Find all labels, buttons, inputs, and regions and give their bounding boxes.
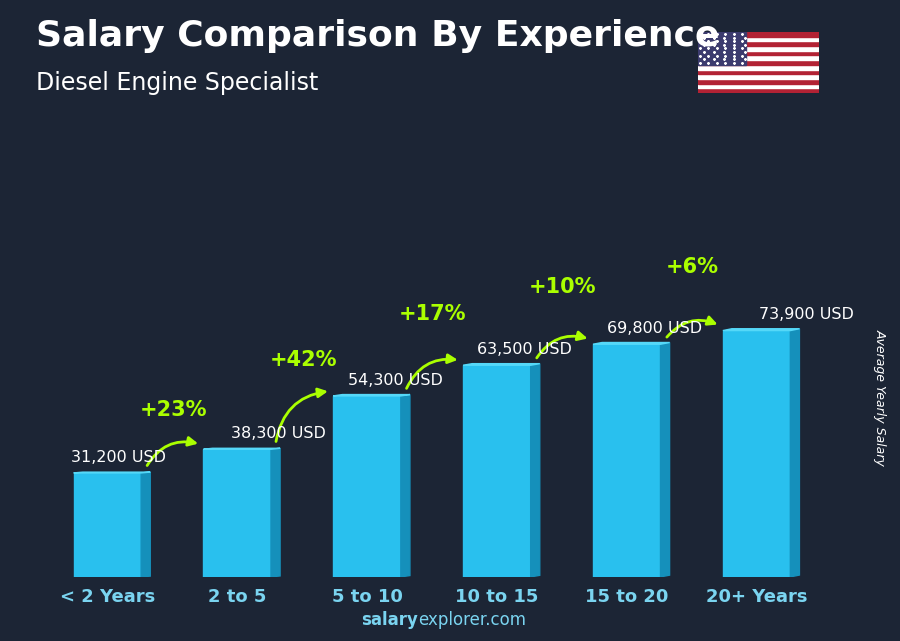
Bar xyxy=(698,79,819,83)
Polygon shape xyxy=(333,395,410,396)
Text: +23%: +23% xyxy=(140,400,207,420)
Polygon shape xyxy=(790,329,799,577)
Bar xyxy=(698,88,819,93)
Polygon shape xyxy=(661,342,670,577)
Text: explorer.com: explorer.com xyxy=(418,611,526,629)
Bar xyxy=(698,32,819,37)
Polygon shape xyxy=(593,342,670,344)
Text: 69,800 USD: 69,800 USD xyxy=(608,321,702,336)
Text: salary: salary xyxy=(362,611,418,629)
Polygon shape xyxy=(271,448,280,577)
Text: 31,200 USD: 31,200 USD xyxy=(71,449,166,465)
Text: Average Yearly Salary: Average Yearly Salary xyxy=(874,329,886,466)
Bar xyxy=(698,60,819,65)
Text: 63,500 USD: 63,500 USD xyxy=(477,342,572,357)
Text: +42%: +42% xyxy=(269,350,337,370)
Bar xyxy=(698,69,819,74)
Bar xyxy=(698,46,819,51)
Text: 73,900 USD: 73,900 USD xyxy=(760,307,854,322)
Polygon shape xyxy=(333,396,400,577)
Polygon shape xyxy=(593,344,661,577)
Polygon shape xyxy=(400,395,410,577)
Polygon shape xyxy=(723,331,790,577)
Bar xyxy=(698,65,819,69)
Bar xyxy=(698,56,819,60)
Text: 38,300 USD: 38,300 USD xyxy=(230,426,326,441)
Bar xyxy=(698,42,819,46)
Polygon shape xyxy=(203,449,271,577)
Bar xyxy=(698,32,746,65)
Polygon shape xyxy=(141,472,150,577)
Polygon shape xyxy=(74,473,141,577)
Text: 54,300 USD: 54,300 USD xyxy=(347,372,443,388)
Polygon shape xyxy=(723,329,799,331)
Polygon shape xyxy=(464,365,531,577)
Bar xyxy=(698,37,819,42)
Text: +17%: +17% xyxy=(400,304,467,324)
Bar xyxy=(698,83,819,88)
Polygon shape xyxy=(203,448,280,449)
Polygon shape xyxy=(531,363,540,577)
Bar xyxy=(698,51,819,56)
Bar xyxy=(698,74,819,79)
Text: Salary Comparison By Experience: Salary Comparison By Experience xyxy=(36,19,719,53)
Text: +10%: +10% xyxy=(529,277,597,297)
Text: +6%: +6% xyxy=(666,257,719,277)
Text: Diesel Engine Specialist: Diesel Engine Specialist xyxy=(36,71,319,94)
Polygon shape xyxy=(464,363,540,365)
Polygon shape xyxy=(74,472,150,473)
